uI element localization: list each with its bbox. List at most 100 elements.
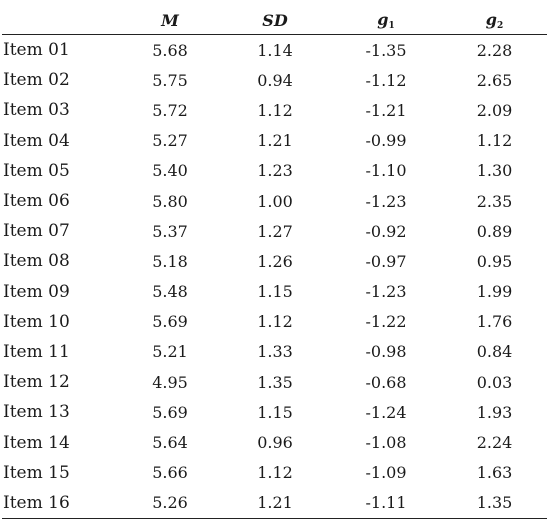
cell-kurtosis: 1.30: [476, 161, 513, 181]
cell-kurtosis: 2.24: [476, 433, 513, 453]
cell-skewness: -0.97: [365, 251, 407, 271]
cell-mean: 5.64: [152, 433, 188, 453]
cell-kurtosis: 1.12: [476, 131, 513, 151]
cell-sd: 1.21: [257, 131, 293, 151]
cell-mean: 5.72: [152, 100, 188, 120]
table-row: Item 06 5.80 1.00 -1.23 2.35: [2, 186, 547, 216]
cell-item-label: Item 01: [3, 40, 70, 61]
cell-skewness: -0.68: [365, 372, 407, 392]
cell-kurtosis: 0.95: [476, 251, 513, 271]
table-header: M SD g1 g2: [2, 6, 547, 35]
header-row: M SD g1 g2: [2, 6, 547, 35]
cell-sd: 1.12: [257, 463, 293, 483]
cell-mean: 5.21: [152, 342, 188, 362]
cell-kurtosis: 1.76: [476, 312, 513, 332]
cell-item-label: Item 15: [3, 462, 70, 483]
table-row: Item 02 5.75 0.94 -1.12 2.65: [2, 65, 547, 95]
cell-sd: 1.15: [257, 402, 293, 422]
descriptive-statistics-table-container: M SD g1 g2 Item 01 5.68 1.14 -1.35 2.28 Item …: [2, 6, 547, 519]
header-kurtosis: g2: [442, 6, 547, 35]
cell-skewness: -1.09: [365, 463, 407, 483]
header-kurtosis-subscript: 2: [496, 20, 504, 31]
cell-skewness: -1.22: [365, 312, 407, 332]
cell-sd: 0.94: [257, 70, 293, 90]
cell-item-label: Item 07: [3, 221, 70, 242]
cell-kurtosis: 1.99: [476, 282, 513, 302]
descriptive-statistics-table: M SD g1 g2 Item 01 5.68 1.14 -1.35 2.28 Item …: [2, 6, 547, 519]
header-sd-label: SD: [262, 10, 288, 30]
cell-skewness: -1.11: [330, 487, 442, 519]
cell-item-label: Item 13: [3, 402, 70, 423]
cell-skewness: -1.21: [365, 100, 407, 120]
cell-skewness: -0.92: [365, 221, 407, 241]
cell-mean: 5.26: [120, 487, 220, 519]
header-mean-label: M: [161, 10, 179, 30]
cell-item-label: Item 02: [3, 70, 70, 91]
cell-skewness: -0.98: [365, 342, 407, 362]
cell-mean: 5.66: [152, 463, 188, 483]
header-skewness-subscript: 1: [388, 20, 395, 31]
cell-kurtosis: 1.93: [476, 402, 513, 422]
cell-kurtosis: 1.63: [476, 463, 513, 483]
table-row: Item 01 5.68 1.14 -1.35 2.28: [2, 35, 547, 66]
cell-kurtosis: 2.09: [476, 100, 513, 120]
cell-item-label: Item 14: [3, 432, 70, 453]
cell-sd: 1.14: [257, 40, 293, 60]
cell-kurtosis: 0.03: [476, 372, 513, 392]
cell-mean: 5.18: [152, 251, 188, 271]
table-row: Item 07 5.37 1.27 -0.92 0.89: [2, 216, 547, 246]
table-body: Item 01 5.68 1.14 -1.35 2.28 Item 02 5.75 0.94 -…: [2, 35, 547, 519]
cell-skewness: -0.99: [365, 131, 407, 151]
cell-sd: 1.12: [257, 100, 293, 120]
cell-sd: 1.00: [257, 191, 293, 211]
cell-sd: 1.23: [257, 161, 293, 181]
cell-mean: 5.75: [152, 70, 188, 90]
cell-sd: 1.21: [220, 487, 330, 519]
cell-mean: 5.69: [152, 402, 188, 422]
table-row: Item 13 5.69 1.15 -1.24 1.93: [2, 397, 547, 427]
cell-mean: 5.48: [152, 282, 188, 302]
cell-skewness: -1.10: [365, 161, 407, 181]
cell-mean: 5.69: [152, 312, 188, 332]
cell-skewness: -1.24: [365, 402, 407, 422]
table-row: Item 16 5.26 1.21 -1.11 1.35: [2, 487, 547, 519]
cell-skewness: -1.23: [365, 282, 407, 302]
cell-item-label: Item 03: [3, 100, 70, 121]
header-skewness-label: g: [377, 9, 389, 29]
cell-item-label: Item 04: [3, 130, 70, 151]
header-kurtosis-label: g: [485, 9, 497, 29]
cell-mean: 5.68: [152, 40, 188, 60]
cell-item-label: Item 06: [3, 191, 70, 212]
table-row: Item 10 5.69 1.12 -1.22 1.76: [2, 307, 547, 337]
cell-item-label: Item 10: [3, 311, 70, 332]
cell-mean: 5.80: [152, 191, 188, 211]
cell-sd: 1.33: [257, 342, 293, 362]
cell-item-label: Item 05: [3, 160, 70, 181]
cell-kurtosis: 2.35: [476, 191, 513, 211]
table-row: Item 11 5.21 1.33 -0.98 0.84: [2, 337, 547, 367]
cell-skewness: -1.12: [365, 70, 407, 90]
table-row: Item 03 5.72 1.12 -1.21 2.09: [2, 95, 547, 125]
cell-sd: 1.12: [257, 312, 293, 332]
header-mean: M: [120, 6, 220, 35]
cell-kurtosis: 1.35: [442, 487, 547, 519]
cell-kurtosis: 2.65: [476, 70, 513, 90]
cell-mean: 5.27: [152, 131, 188, 151]
cell-sd: 1.35: [257, 372, 293, 392]
cell-sd: 1.27: [257, 221, 293, 241]
cell-mean: 5.37: [152, 221, 188, 241]
header-skewness: g1: [330, 6, 442, 35]
cell-item-label: Item 12: [3, 372, 70, 393]
cell-item-label: Item 08: [3, 251, 70, 272]
header-sd: SD: [220, 6, 330, 35]
cell-sd: 1.26: [257, 251, 293, 271]
cell-item-label: Item 09: [3, 281, 70, 302]
table-row: Item 15 5.66 1.12 -1.09 1.63: [2, 458, 547, 488]
cell-sd: 1.15: [257, 282, 293, 302]
cell-mean: 4.95: [152, 372, 188, 392]
cell-skewness: -1.23: [365, 191, 407, 211]
cell-kurtosis: 2.28: [476, 40, 513, 60]
cell-skewness: -1.35: [365, 40, 407, 60]
cell-kurtosis: 0.84: [476, 342, 513, 362]
table-row: Item 04 5.27 1.21 -0.99 1.12: [2, 126, 547, 156]
